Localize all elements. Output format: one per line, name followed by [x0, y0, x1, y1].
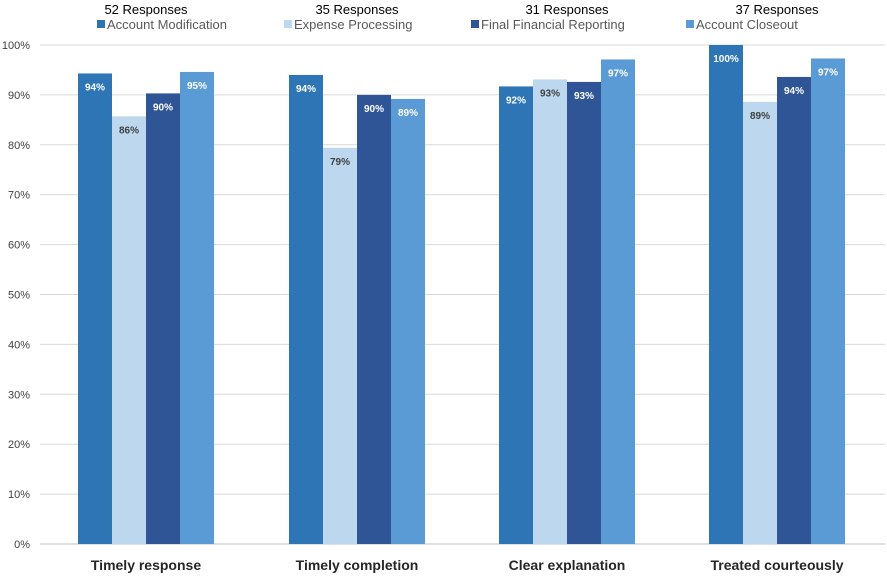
data-label: 95% — [187, 81, 207, 92]
bar — [289, 74, 323, 544]
bar — [78, 73, 112, 545]
legend: Account Modification Expense Processing Fi… — [97, 17, 798, 32]
data-label: 90% — [364, 104, 384, 115]
legend-entry: Final Financial Reporting — [481, 17, 625, 32]
response-counts: 52 Responses 35 Responses 31 Responses 37 R… — [104, 2, 819, 17]
bar — [323, 147, 357, 544]
bar — [601, 59, 635, 544]
y-tick-label: 100% — [2, 40, 30, 52]
y-tick-label: 70% — [8, 190, 30, 202]
y-tick-label: 60% — [8, 240, 30, 252]
data-label: 94% — [85, 82, 105, 93]
bar — [357, 94, 391, 545]
response-count: 52 Responses — [104, 2, 188, 17]
bar — [112, 116, 146, 545]
bar — [743, 101, 777, 545]
response-count: 35 Responses — [315, 2, 399, 17]
data-label: 92% — [506, 95, 526, 106]
data-label: 89% — [750, 111, 770, 122]
y-tick-label: 10% — [8, 489, 30, 501]
response-count: 31 Responses — [525, 2, 609, 17]
category-labels: Timely response Timely completion Clear ex… — [91, 557, 844, 573]
bar — [533, 79, 567, 544]
category-label: Timely completion — [296, 557, 419, 573]
y-tick-label: 90% — [8, 90, 30, 102]
data-labels: 94% 94% 92% 100% 86% 79% 93% 89% 90% 90% 93% 94% 95%… — [85, 54, 838, 168]
y-tick-label: 0% — [14, 539, 30, 551]
bar — [709, 45, 743, 544]
bar — [180, 71, 214, 545]
legend-swatch — [686, 20, 694, 28]
y-tick-label: 80% — [8, 140, 30, 152]
y-tick-label: 50% — [8, 290, 30, 302]
bar — [567, 81, 601, 545]
category-label: Timely response — [91, 557, 201, 573]
legend-swatch — [471, 20, 479, 28]
y-tick-label: 30% — [8, 389, 30, 401]
legend-entry: Account Modification — [107, 17, 227, 32]
data-label: 79% — [330, 157, 350, 168]
bar — [811, 58, 845, 545]
data-label: 90% — [153, 102, 173, 113]
bars — [78, 45, 845, 545]
legend-entry: Account Closeout — [696, 17, 798, 32]
data-label: 93% — [574, 91, 594, 102]
bar — [499, 86, 533, 545]
category-label: Treated courteously — [710, 557, 843, 573]
legend-entry: Expense Processing — [294, 17, 413, 32]
data-label: 97% — [818, 67, 838, 78]
legend-swatch — [97, 20, 105, 28]
y-tick-label: 40% — [8, 339, 30, 351]
y-axis-ticks: 0% 10% 20% 30% 40% 50% 60% 70% 80% 90% 100% — [2, 40, 30, 551]
category-label: Clear explanation — [509, 557, 626, 573]
data-label: 86% — [119, 125, 139, 136]
data-label: 100% — [713, 54, 739, 65]
y-tick-label: 20% — [8, 439, 30, 451]
data-label: 93% — [540, 88, 560, 99]
response-count: 37 Responses — [735, 2, 819, 17]
legend-swatch — [284, 20, 292, 28]
bar — [146, 93, 180, 544]
bar — [777, 76, 811, 544]
data-label: 89% — [398, 108, 418, 119]
bar — [391, 98, 425, 544]
data-label: 94% — [296, 84, 316, 95]
data-label: 94% — [784, 86, 804, 97]
data-label: 97% — [608, 68, 628, 79]
